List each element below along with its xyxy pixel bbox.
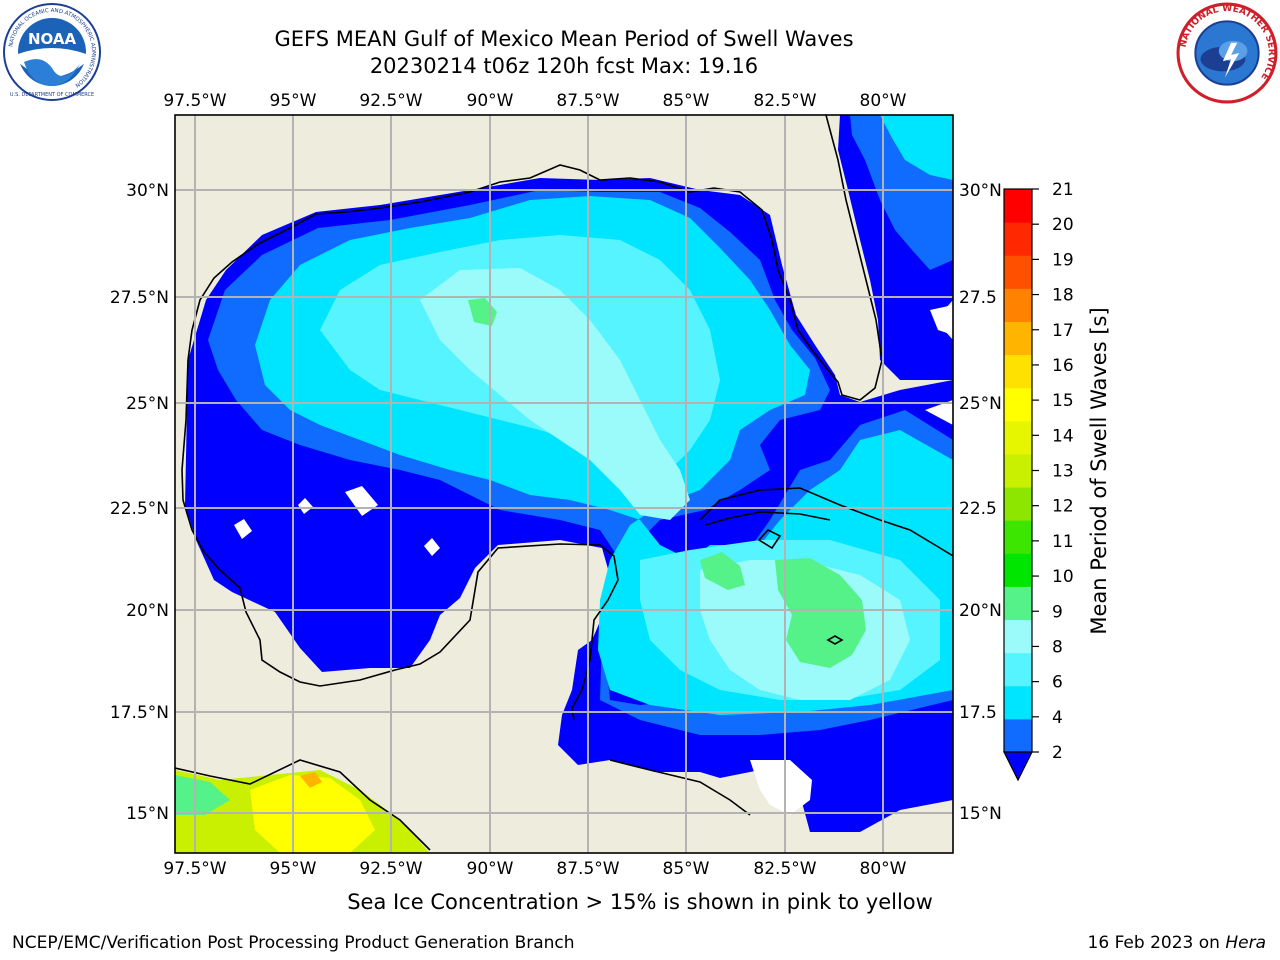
lon-label: 82.5°W [753,859,816,879]
lat-label: 30°N [959,181,1002,201]
lon-label: 85°W [663,859,710,879]
colorbar-segment [1004,520,1032,554]
lon-label: 90°W [467,859,514,879]
colorbar-segment [1004,288,1032,322]
lat-label: 17.5 [959,703,997,723]
lon-labels-top: 97.5°W 95°W 92.5°W 90°W 87.5°W 85°W 82.5… [163,91,906,111]
colorbar-segment [1004,685,1032,720]
colorbar-tick-label: 2 [1052,743,1063,763]
colorbar-label: Mean Period of Swell Waves [s] [1087,307,1111,634]
lat-label: 27.5°N [110,288,169,308]
lon-label: 95°W [270,859,317,879]
colorbar: 2 4 6 8 9 10 11 12 13 14 15 16 17 18 19 20 21 Mean Perio… [1003,180,1111,782]
lat-label: 15°N [126,804,169,824]
lon-labels-bottom: 97.5°W 95°W 92.5°W 90°W 87.5°W 85°W 82.5… [163,859,906,879]
colorbar-tick-label: 17 [1052,321,1074,341]
atlantic-water-band-4-6 [880,115,953,180]
colorbar-tick-label: 18 [1052,286,1074,306]
pacific-high-values-orange [300,772,322,788]
lat-label: 30°N [126,181,169,201]
lat-label: 20°N [126,601,169,621]
footer-date-text: 16 Feb 2023 on [1087,933,1226,953]
colorbar-segment [1004,453,1032,488]
svg-text:NOAA: NOAA [28,30,77,48]
colorbar-segment [1004,255,1032,289]
lat-label: 15°N [959,804,1002,824]
colorbar-tick-label: 16 [1052,356,1074,376]
colorbar-tick-label: 19 [1052,250,1074,270]
gridlines [175,115,953,853]
lat-labels-right: 30°N 27.5 25°N 22.5 20°N 17.5 15°N [959,181,1002,824]
colorbar-tick-label: 20 [1052,215,1074,235]
colorbar-underflow-arrow [1003,751,1033,782]
colorbar-tick-label: 21 [1052,180,1074,200]
lat-label: 20°N [959,601,1002,621]
lat-label: 22.5°N [110,499,169,519]
lon-label: 82.5°W [753,91,816,111]
coastlines [175,115,953,851]
colorbar-tick-label: 15 [1052,391,1074,411]
colorbar-tick-label: 8 [1052,637,1063,657]
lon-label: 97.5°W [163,91,226,111]
noaa-logo: NOAA NATIONAL OCEANIC AND ATMOSPHERIC AD… [3,3,101,101]
nws-logo: NATIONAL WEATHER SERVICE [1176,2,1278,104]
lat-label: 17.5°N [110,703,169,723]
colorbar-segments [1004,189,1032,753]
colorbar-segment [1004,487,1032,521]
colorbar-tick-label: 11 [1052,532,1074,552]
colorbar-segment [1004,222,1032,256]
colorbar-segment [1004,553,1032,587]
map-area [175,115,953,853]
colorbar-tick-label: 9 [1052,602,1063,622]
colorbar-segment [1004,321,1032,356]
colorbar-tick-label: 4 [1052,708,1063,728]
colorbar-segment [1004,387,1032,422]
colorbar-tick-label: 12 [1052,497,1074,517]
lon-label: 97.5°W [163,859,226,879]
lon-label: 92.5°W [359,91,422,111]
svg-text:U.S. DEPARTMENT OF COMMERCE: U.S. DEPARTMENT OF COMMERCE [10,92,94,98]
colorbar-segment [1004,652,1032,687]
colorbar-segment [1004,420,1032,455]
lon-label: 80°W [860,859,907,879]
lon-label: 87.5°W [556,91,619,111]
colorbar-tick-label: 6 [1052,673,1063,693]
footer-date: 16 Feb 2023 on Hera [1088,933,1266,953]
lon-label: 95°W [270,91,317,111]
footer-credit: NCEP/EMC/Verification Post Processing Pr… [12,933,575,953]
lon-label: 80°W [860,91,907,111]
colorbar-tick-label: 10 [1052,567,1074,587]
colorbar-segment [1004,718,1032,753]
map-subtitle: 20230214 t06z 120h fcst Max: 19.16 [369,54,759,78]
lon-label: 92.5°W [359,859,422,879]
lon-label: 85°W [663,91,710,111]
map-frame [174,114,954,854]
colorbar-ticks: 2 4 6 8 9 10 11 12 13 14 15 16 17 18 19 20 21 [1032,180,1074,763]
sea-ice-note: Sea Ice Concentration > 15% is shown in … [347,890,933,914]
colorbar-segment [1004,354,1032,389]
map-title: GEFS MEAN Gulf of Mexico Mean Period of … [274,27,854,51]
lat-label: 22.5 [959,499,997,519]
lon-label: 87.5°W [556,859,619,879]
lon-label: 90°W [467,91,514,111]
colorbar-tick-label: 14 [1052,426,1074,446]
colorbar-segment [1004,189,1032,223]
footer-host: Hera [1225,933,1266,953]
colorbar-segment [1004,619,1032,654]
lat-labels-left: 30°N 27.5°N 25°N 22.5°N 20°N 17.5°N 15°N [110,181,169,824]
lat-label: 25°N [126,394,169,414]
pacific-high-values-green [175,775,230,815]
gulf-water-band-9-10 [468,298,866,668]
lat-label: 25°N [959,394,1002,414]
colorbar-segment [1004,586,1032,621]
colorbar-tick-label: 13 [1052,462,1074,482]
lat-label: 27.5 [959,288,997,308]
